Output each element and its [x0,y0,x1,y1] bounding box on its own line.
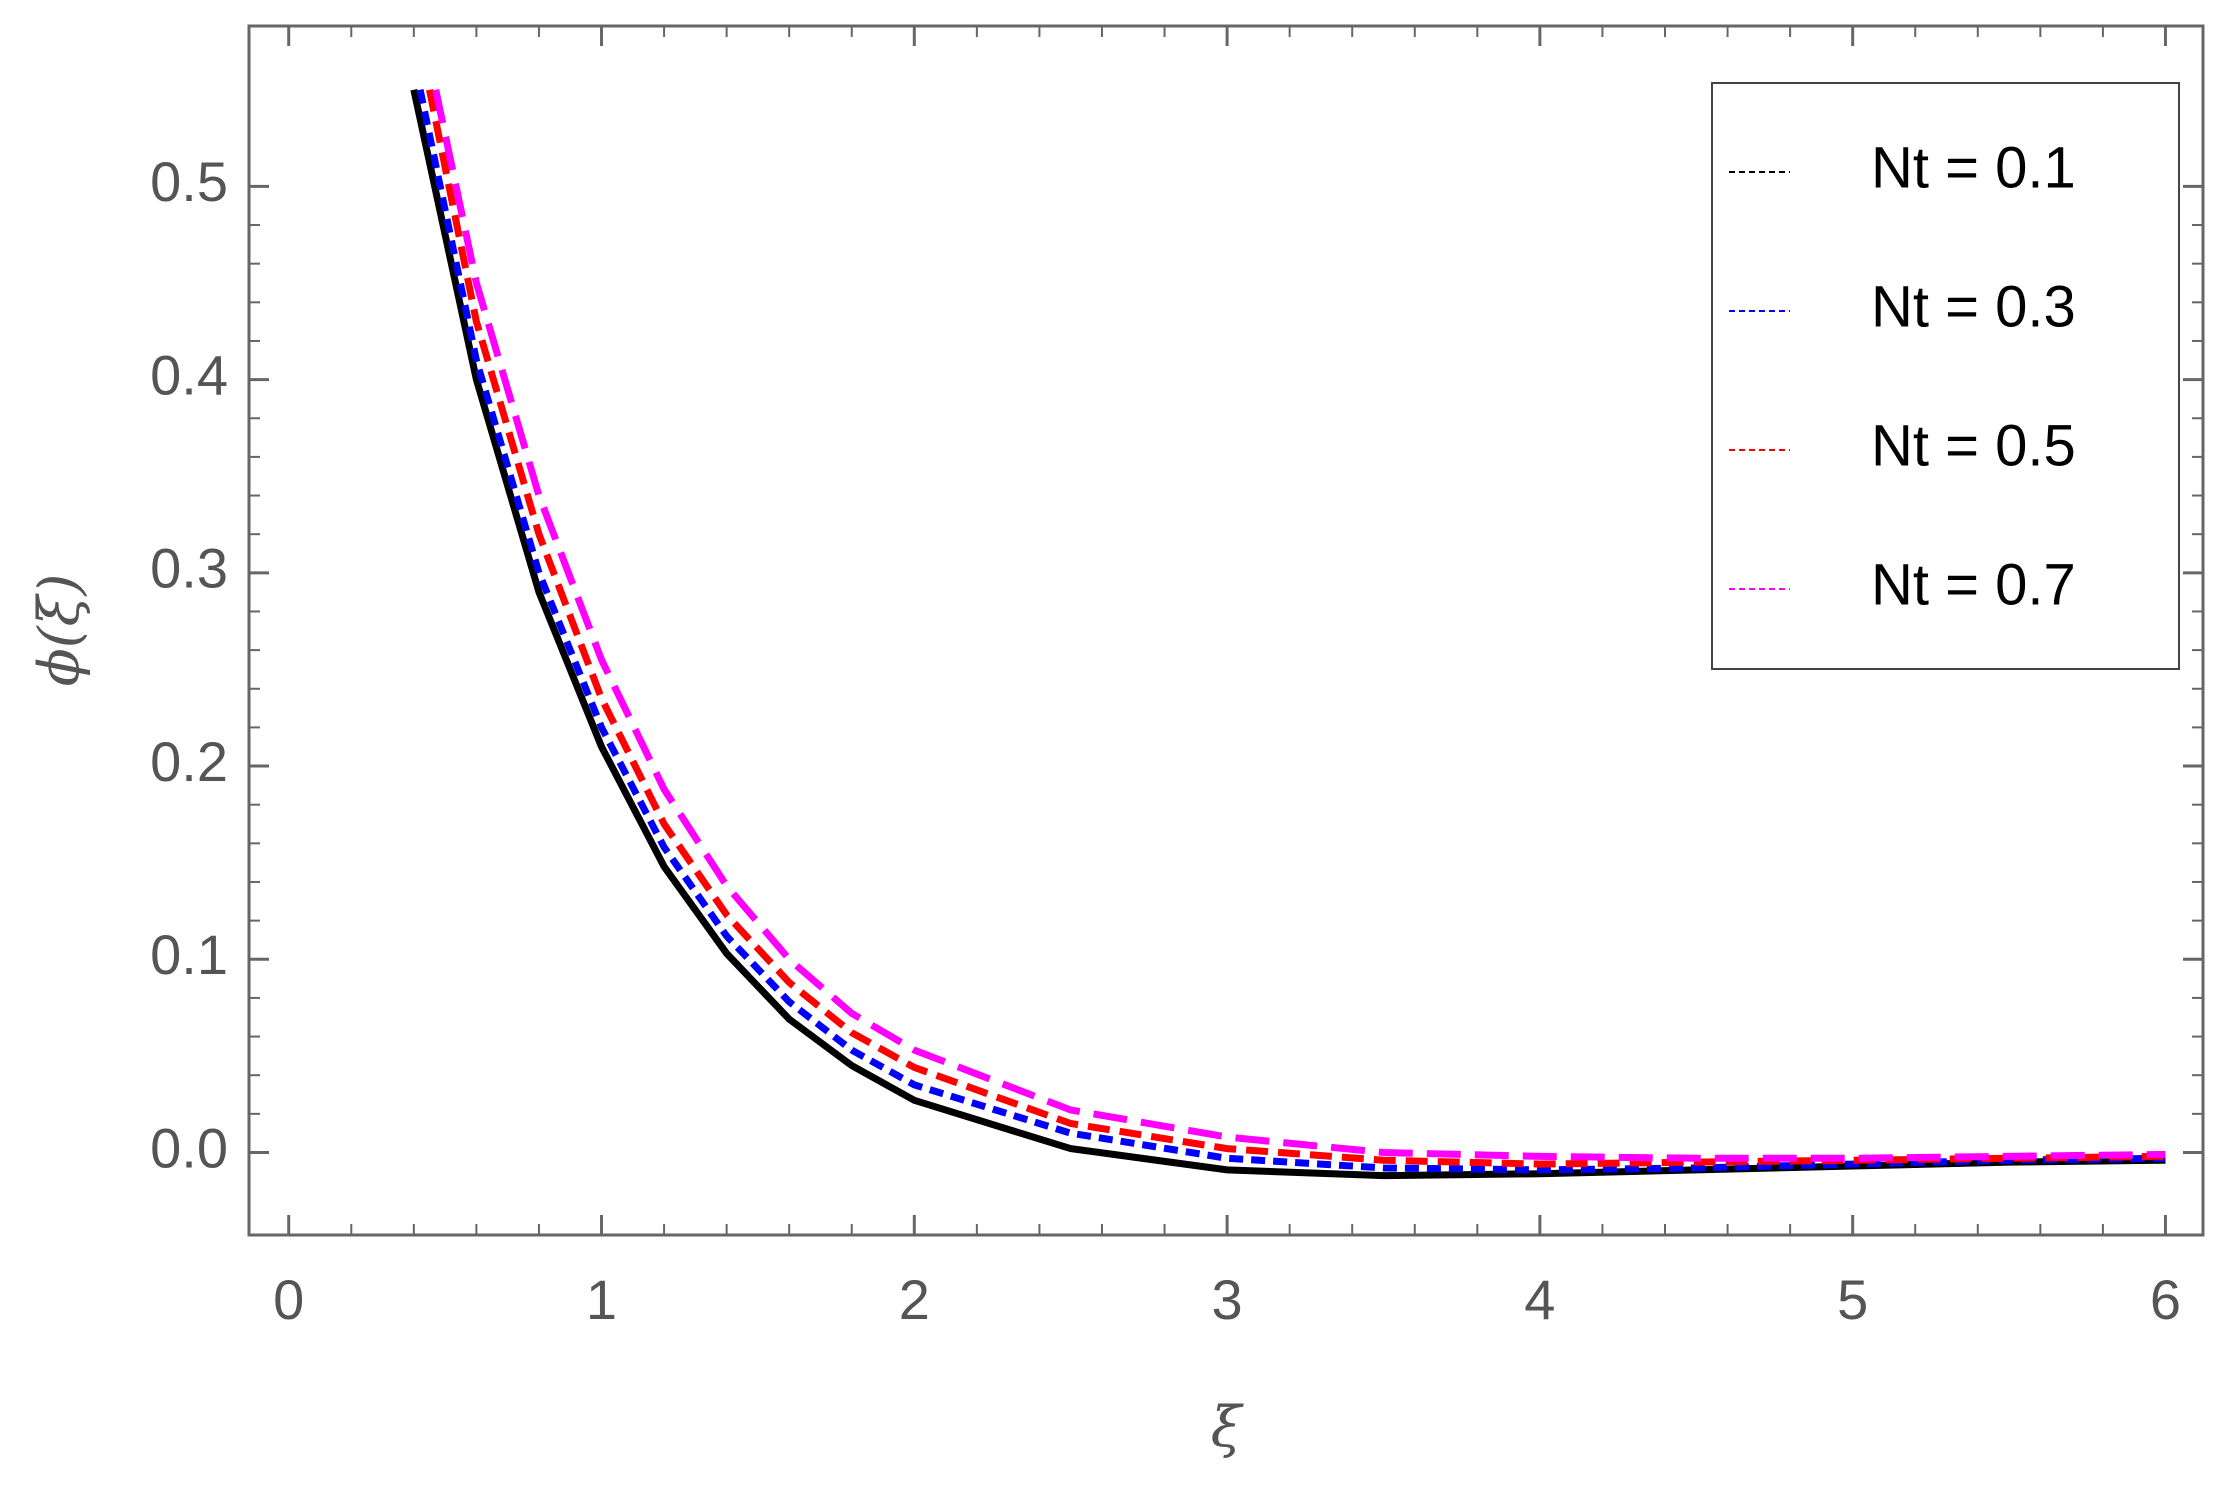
y-tick-label: 0.5 [150,150,228,213]
x-tick-label: 2 [899,1268,930,1331]
series-line [432,89,2166,1162]
x-tick-label: 6 [2150,1268,2181,1331]
x-tick-label: 3 [1212,1268,1243,1331]
y-tick-label: 0.4 [150,343,228,406]
x-tick-label: 4 [1524,1268,1555,1331]
legend-box [1711,82,2180,670]
y-tick-label: 0.0 [150,1116,228,1179]
legend-label: Nt = 0.7 [1871,552,2076,617]
x-axis-title: ξ [1211,1396,1245,1461]
y-tick-label: 0.3 [150,537,228,600]
y-tick-label: 0.2 [150,730,228,793]
x-tick-label: 1 [586,1268,617,1331]
y-axis-title: ϕ(ξ) [28,574,93,687]
y-tick-label: 0.1 [150,923,228,986]
legend-label: Nt = 0.5 [1871,413,2076,478]
x-tick-label: 0 [273,1268,304,1331]
series-line [416,89,2166,1174]
legend-label: Nt = 0.3 [1871,274,2076,339]
x-tick-label: 5 [1837,1268,1868,1331]
legend-label: Nt = 0.1 [1871,135,2076,200]
curves [410,89,2166,1180]
series-line [426,89,2166,1168]
